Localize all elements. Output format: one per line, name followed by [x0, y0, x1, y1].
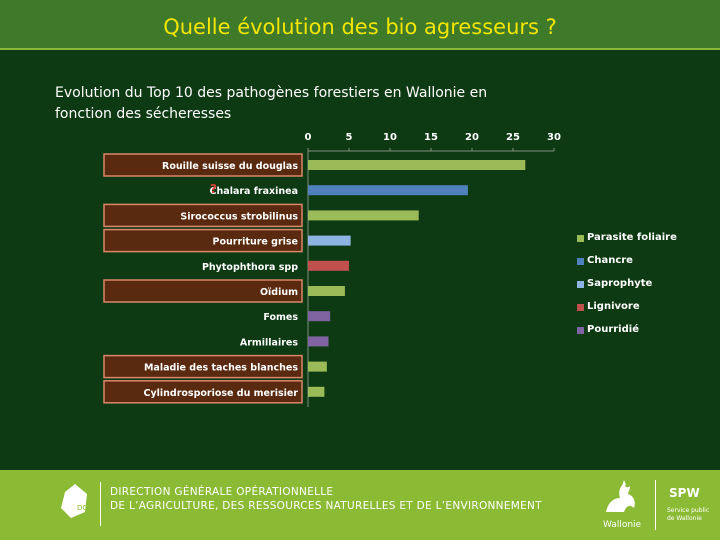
bar	[308, 235, 351, 246]
footer-line-2: DE L’AGRICULTURE, DES RESSOURCES NATUREL…	[110, 500, 542, 512]
footer-separator	[100, 482, 101, 526]
category-highlight-box	[103, 228, 303, 253]
bar	[308, 361, 327, 372]
bar	[308, 185, 468, 196]
footer-bar: DGO3 DIRECTION GÉNÉRALE OPÉRATIONNELLE D…	[0, 470, 720, 540]
category-highlight-box	[103, 279, 303, 303]
bar	[308, 210, 419, 221]
legend-label: Pourridié	[587, 324, 639, 335]
bar-chart: 0 5 10 15 20 25 30 Rouille suisse du douglas Ch…	[103, 132, 561, 407]
spw-logo-icon: SPW Service public de Wallonie	[665, 480, 710, 528]
category-label: Oïdium	[260, 287, 298, 298]
x-tick-label: 15	[424, 132, 438, 143]
spw-logo-text: SPW	[669, 486, 700, 500]
bar	[308, 311, 331, 322]
dgo3-logo-icon: DGO3	[61, 484, 93, 518]
page-title: Quelle évolution des bio agresseurs ?	[163, 15, 557, 39]
legend-swatch	[577, 327, 584, 334]
legend-label: Chancre	[587, 255, 633, 266]
category-label: Armillaires	[240, 337, 299, 348]
spw-logo-subtitle: Service public de Wallonie	[667, 507, 710, 522]
bar	[308, 160, 526, 170]
category-label: Chalara fraxinea	[210, 186, 298, 197]
x-tick-label: 0	[305, 132, 312, 143]
legend-swatch	[577, 281, 584, 288]
category-highlight-box	[103, 354, 303, 379]
category-label: Pourriture grise	[213, 237, 298, 248]
header-bar: Quelle évolution des bio agresseurs ?	[0, 0, 720, 50]
legend-swatch	[577, 258, 584, 265]
legend-item: Chancre	[577, 254, 717, 277]
x-tick-label: 20	[465, 132, 479, 143]
legend-label: Lignivore	[587, 301, 640, 312]
category-label: Sirococcus strobilinus	[180, 211, 298, 222]
bar	[308, 386, 325, 397]
legend-item: Lignivore	[577, 300, 717, 323]
bar	[308, 286, 345, 296]
legend-item: Parasite foliaire	[577, 231, 717, 254]
bar	[308, 260, 349, 271]
legend-label: Parasite foliaire	[587, 232, 677, 243]
category-label: Maladie des taches blanches	[144, 363, 298, 374]
x-tick-label: 25	[506, 132, 520, 143]
legend-item: Saprophyte	[577, 277, 717, 300]
category-label: Cylindrosporiose du merisier	[143, 388, 298, 399]
x-tick-label: 30	[547, 132, 561, 143]
legend-swatch	[577, 304, 584, 311]
category-highlight-box	[103, 203, 303, 228]
rooster-icon	[606, 480, 635, 512]
category-label: Fomes	[263, 312, 298, 323]
bar	[308, 336, 329, 347]
chart-subtitle: Evolution du Top 10 des pathogènes fores…	[55, 85, 488, 122]
chart-legend: Parasite foliaire Chancre Saprophyte Ligniv…	[577, 231, 717, 346]
question-mark-annotation: ?	[210, 182, 217, 196]
category-highlight-box	[103, 153, 303, 177]
legend-swatch	[577, 235, 584, 242]
footer-line-1: DIRECTION GÉNÉRALE OPÉRATIONNELLE	[110, 486, 334, 498]
category-label: Rouille suisse du douglas	[162, 161, 298, 172]
category-highlight-box	[103, 380, 303, 404]
legend-item: Pourridié	[577, 323, 717, 346]
dgo3-logo-text: DGO3	[77, 504, 93, 512]
category-label: Phytophthora spp	[202, 262, 298, 273]
footer-separator-2	[655, 480, 656, 530]
x-tick-label: 5	[346, 132, 353, 143]
x-tick-label: 10	[383, 132, 397, 143]
legend-label: Saprophyte	[587, 278, 653, 289]
wallonie-label: Wallonie	[603, 520, 642, 530]
